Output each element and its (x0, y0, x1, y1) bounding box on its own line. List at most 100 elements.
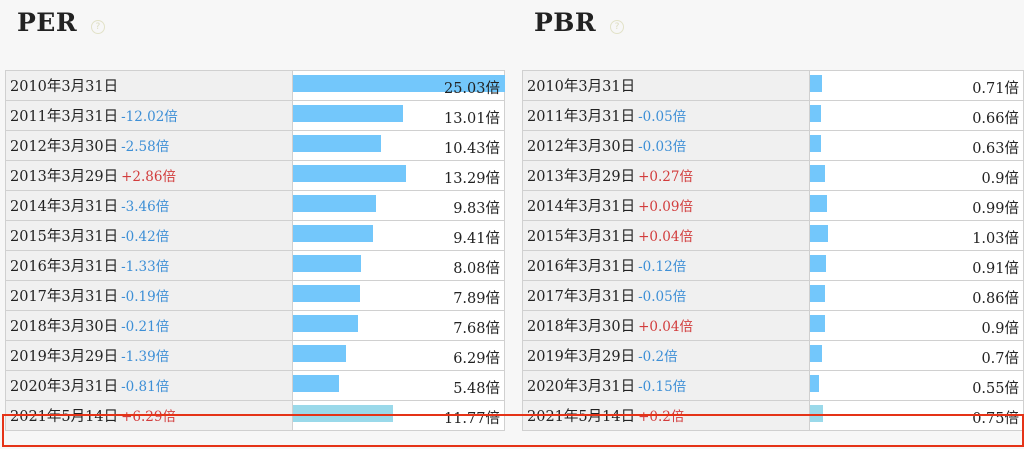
pbr-bar-cell: 0.99倍 (809, 190, 1024, 221)
per-bar-cell: 7.68倍 (292, 310, 505, 341)
pbr-date-label: 2018年3月30日 (527, 319, 636, 335)
per-bar (293, 165, 406, 182)
per-date-label: 2010年3月31日 (10, 79, 119, 95)
pbr-delta-label: -0.2倍 (638, 349, 678, 365)
pbr-value-label: 0.55倍 (972, 381, 1019, 397)
pbr-date-label: 2016年3月31日 (527, 259, 636, 275)
pbr-delta-label: -0.03倍 (638, 139, 687, 155)
per-date-label: 2015年3月31日 (10, 229, 119, 245)
pbr-delta-label: +0.09倍 (638, 199, 693, 215)
pbr-value-label: 0.71倍 (972, 81, 1019, 97)
pbr-bar (810, 315, 825, 332)
pbr-bar (810, 135, 821, 152)
per-delta-label: -2.58倍 (121, 139, 170, 155)
pbr-bar (810, 75, 822, 92)
pbr-row: 2010年3月31日 0.71倍 (522, 70, 1024, 101)
per-delta-label: +2.86倍 (121, 169, 176, 185)
pbr-delta-label: +0.04倍 (638, 229, 693, 245)
per-delta-label: -12.02倍 (121, 109, 178, 125)
per-bar (293, 345, 346, 362)
per-delta-label: -0.81倍 (121, 379, 170, 395)
per-row: 2011年3月31日 -12.02倍 13.01倍 (5, 100, 505, 131)
pbr-bar-cell: 0.7倍 (809, 340, 1024, 371)
per-date-cell: 2018年3月30日 -0.21倍 (5, 310, 293, 341)
per-row: 2017年3月31日 -0.19倍 7.89倍 (5, 280, 505, 311)
pbr-value-label: 0.75倍 (972, 411, 1019, 427)
per-bar-cell: 11.77倍 (292, 400, 505, 431)
per-value-label: 13.01倍 (443, 111, 500, 127)
per-bar (293, 75, 505, 92)
per-value-label: 7.68倍 (453, 321, 500, 337)
pbr-delta-label: -0.05倍 (638, 109, 687, 125)
per-bar-cell: 8.08倍 (292, 250, 505, 281)
per-date-label: 2014年3月31日 (10, 199, 119, 215)
per-date-label: 2021年5月14日 (10, 409, 119, 425)
per-date-cell: 2017年3月31日 -0.19倍 (5, 280, 293, 311)
pbr-row: 2021年5月14日 +0.2倍 0.75倍 (522, 400, 1024, 431)
pbr-date-cell: 2018年3月30日 +0.04倍 (522, 310, 810, 341)
per-date-label: 2013年3月29日 (10, 169, 119, 185)
per-date-cell: 2019年3月29日 -1.39倍 (5, 340, 293, 371)
pbr-bar-cell: 0.9倍 (809, 310, 1024, 341)
per-date-label: 2019年3月29日 (10, 349, 119, 365)
pbr-row: 2020年3月31日 -0.15倍 0.55倍 (522, 370, 1024, 401)
per-delta-label: -1.33倍 (121, 259, 170, 275)
pbr-row: 2019年3月29日 -0.2倍 0.7倍 (522, 340, 1024, 371)
per-value-label: 9.83倍 (453, 201, 500, 217)
pbr-bar (810, 285, 825, 302)
per-row: 2015年3月31日 -0.42倍 9.41倍 (5, 220, 505, 251)
per-bar-cell: 25.03倍 (292, 70, 505, 101)
per-value-label: 8.08倍 (453, 261, 500, 277)
pbr-delta-label: +0.27倍 (638, 169, 693, 185)
pbr-bar (810, 405, 823, 422)
per-bar (293, 135, 381, 152)
pbr-value-label: 0.91倍 (972, 261, 1019, 277)
pbr-date-label: 2013年3月29日 (527, 169, 636, 185)
pbr-value-label: 0.66倍 (972, 111, 1019, 127)
pbr-bar-cell: 0.63倍 (809, 130, 1024, 161)
pbr-date-label: 2017年3月31日 (527, 289, 636, 305)
per-date-cell: 2013年3月29日 +2.86倍 (5, 160, 293, 191)
per-date-cell: 2010年3月31日 (5, 70, 293, 101)
per-delta-label: +6.29倍 (121, 409, 176, 425)
per-value-label: 13.29倍 (443, 171, 500, 187)
per-bar (293, 285, 360, 302)
per-date-label: 2020年3月31日 (10, 379, 119, 395)
pbr-value-label: 0.63倍 (972, 141, 1019, 157)
pbr-row: 2015年3月31日 +0.04倍 1.03倍 (522, 220, 1024, 251)
per-date-cell: 2014年3月31日 -3.46倍 (5, 190, 293, 221)
per-date-label: 2017年3月31日 (10, 289, 119, 305)
pbr-bar-cell: 0.91倍 (809, 250, 1024, 281)
pbr-delta-label: +0.04倍 (638, 319, 693, 335)
per-row: 2019年3月29日 -1.39倍 6.29倍 (5, 340, 505, 371)
per-value-label: 6.29倍 (453, 351, 500, 367)
per-row: 2013年3月29日 +2.86倍 13.29倍 (5, 160, 505, 191)
per-date-cell: 2015年3月31日 -0.42倍 (5, 220, 293, 251)
pbr-value-label: 0.9倍 (981, 321, 1019, 337)
pbr-bar-cell: 0.75倍 (809, 400, 1024, 431)
per-table: 2010年3月31日 25.03倍 2011年3月31日 -12.02倍 13.01倍 2… (5, 70, 505, 431)
per-bar (293, 255, 361, 272)
help-circle-icon[interactable]: ? (91, 19, 106, 34)
per-bar (293, 195, 376, 212)
per-row: 2021年5月14日 +6.29倍 11.77倍 (5, 400, 505, 431)
per-date-label: 2011年3月31日 (10, 109, 119, 125)
per-date-label: 2016年3月31日 (10, 259, 119, 275)
per-value-label: 25.03倍 (443, 81, 500, 97)
per-delta-label: -0.21倍 (121, 319, 170, 335)
per-date-label: 2018年3月30日 (10, 319, 119, 335)
per-date-cell: 2021年5月14日 +6.29倍 (5, 400, 293, 431)
pbr-date-cell: 2013年3月29日 +0.27倍 (522, 160, 810, 191)
pbr-date-label: 2015年3月31日 (527, 229, 636, 245)
per-bar-cell: 7.89倍 (292, 280, 505, 311)
per-date-cell: 2012年3月30日 -2.58倍 (5, 130, 293, 161)
per-bar-cell: 5.48倍 (292, 370, 505, 401)
pbr-date-label: 2021年5月14日 (527, 409, 636, 425)
pbr-value-label: 0.7倍 (981, 351, 1019, 367)
pbr-delta-label: +0.2倍 (638, 409, 685, 425)
pbr-date-cell: 2012年3月30日 -0.03倍 (522, 130, 810, 161)
pbr-bar-cell: 1.03倍 (809, 220, 1024, 251)
per-delta-label: -3.46倍 (121, 199, 170, 215)
help-circle-icon[interactable]: ? (610, 19, 625, 34)
per-row: 2010年3月31日 25.03倍 (5, 70, 505, 101)
